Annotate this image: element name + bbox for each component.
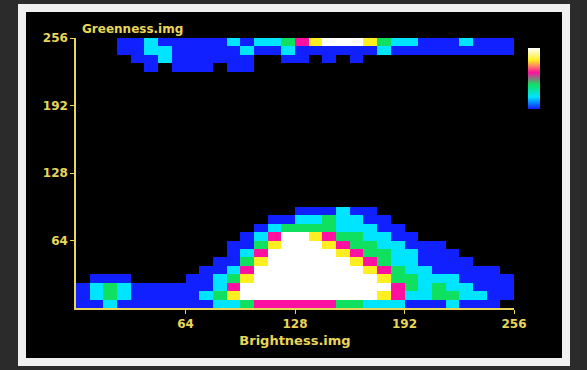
svg-text:64: 64 xyxy=(177,317,194,331)
svg-text:256: 256 xyxy=(501,317,526,331)
svg-text:128: 128 xyxy=(282,317,307,331)
svg-text:Greenness.img: Greenness.img xyxy=(82,22,183,36)
svg-text:256: 256 xyxy=(43,31,68,45)
svg-text:Brightness.img: Brightness.img xyxy=(239,333,350,348)
svg-text:192: 192 xyxy=(43,99,68,113)
svg-text:192: 192 xyxy=(392,317,417,331)
svg-text:128: 128 xyxy=(43,166,68,180)
svg-text:64: 64 xyxy=(51,234,68,248)
